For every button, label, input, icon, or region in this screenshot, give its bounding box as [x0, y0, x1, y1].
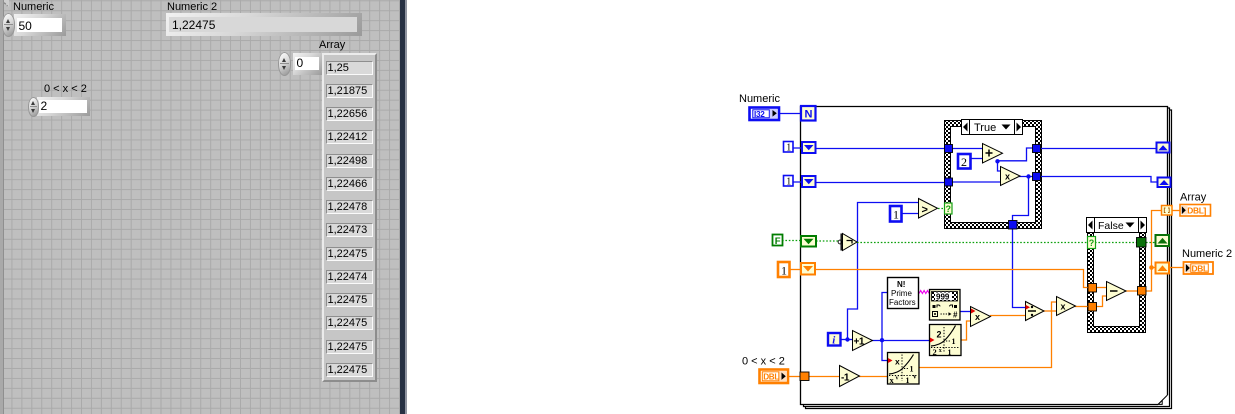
svg-text:1: 1: [906, 376, 910, 385]
svg-text:+1: +1: [854, 337, 865, 348]
svg-text:F: F: [775, 236, 781, 247]
svg-text:]: ]: [1203, 206, 1206, 217]
svg-text:1: 1: [952, 337, 956, 346]
svg-text:Numeric 2: Numeric 2: [1182, 248, 1232, 260]
svg-text:1: 1: [786, 142, 791, 153]
svg-text:1: 1: [781, 263, 787, 277]
svg-text:DBL: DBL: [1187, 205, 1203, 215]
svg-text:I32: I32: [754, 110, 765, 119]
svg-text:2: 2: [933, 347, 937, 357]
svg-text:x: x: [890, 375, 895, 385]
svg-text:x: x: [1005, 172, 1010, 182]
svg-text:DBL: DBL: [763, 373, 779, 382]
svg-text:999: 999: [936, 293, 950, 302]
svg-text:True: True: [974, 122, 996, 134]
svg-text:?: ?: [1089, 238, 1095, 248]
svg-text:i: i: [832, 335, 836, 347]
svg-text:1: 1: [910, 365, 914, 374]
svg-text:Numeric: Numeric: [739, 93, 780, 105]
svg-text:DBL: DBL: [1192, 263, 1208, 273]
svg-text:N!: N!: [897, 280, 905, 289]
svg-text:Prime: Prime: [891, 289, 912, 298]
svg-text:1: 1: [948, 348, 952, 357]
svg-text:v: v: [913, 373, 917, 381]
svg-text:x: x: [895, 357, 900, 367]
svg-text:v: v: [896, 376, 899, 382]
svg-text:x: x: [975, 312, 980, 322]
svg-text:2: 2: [961, 155, 967, 169]
svg-text:Factors: Factors: [889, 298, 916, 307]
svg-text:1: 1: [893, 208, 899, 222]
svg-text:?: ?: [946, 204, 952, 214]
svg-text:-1: -1: [841, 373, 850, 384]
svg-text:1: 1: [786, 176, 791, 187]
svg-text:N: N: [805, 109, 813, 121]
svg-text:False: False: [1098, 220, 1124, 232]
svg-text:Array: Array: [1180, 191, 1207, 203]
svg-text:0 < x < 2: 0 < x < 2: [742, 356, 785, 368]
svg-text:x: x: [1061, 302, 1066, 312]
svg-text:2: 2: [937, 330, 942, 340]
svg-text:>: >: [922, 204, 928, 216]
svg-text:#: #: [953, 311, 958, 320]
svg-text:x: x: [939, 348, 942, 354]
